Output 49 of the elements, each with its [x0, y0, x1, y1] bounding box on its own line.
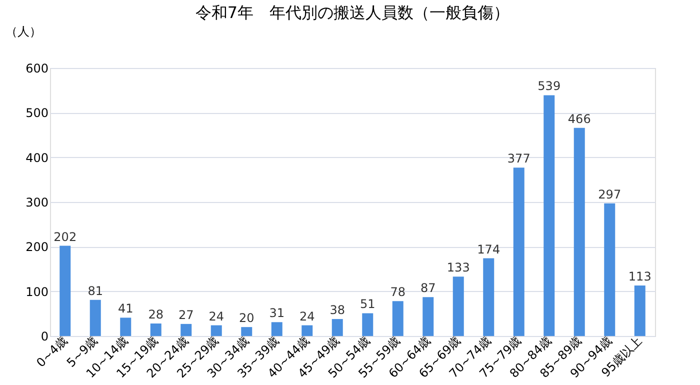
y-tick-label: 0	[40, 330, 48, 344]
data-label: 174	[477, 242, 500, 256]
bar	[271, 322, 282, 336]
bar	[241, 327, 252, 336]
bar	[574, 128, 585, 336]
data-label: 78	[390, 285, 406, 300]
bar	[180, 324, 192, 336]
data-label: 38	[330, 303, 346, 318]
y-tick-label: 400	[26, 150, 48, 165]
data-label: 113	[628, 270, 652, 284]
data-label: 41	[118, 302, 134, 316]
bar	[60, 246, 71, 336]
data-label: 539	[538, 79, 561, 94]
y-tick-label: 500	[26, 106, 48, 120]
bar	[150, 323, 162, 336]
data-label: 28	[148, 307, 164, 322]
y-tick-label: 200	[26, 240, 48, 254]
data-label: 24	[208, 309, 224, 324]
data-label: 27	[178, 308, 194, 322]
y-tick-label: 600	[26, 62, 48, 76]
bar	[90, 300, 101, 336]
data-label: 133	[446, 260, 470, 275]
bar	[302, 325, 313, 336]
bar	[452, 276, 464, 336]
y-axis-title: （人）	[6, 24, 42, 38]
bar	[332, 319, 343, 336]
bar	[362, 313, 374, 336]
data-label: 81	[88, 284, 104, 298]
data-label: 377	[507, 152, 530, 166]
data-label: 297	[598, 187, 622, 202]
data-label: 31	[269, 306, 285, 320]
bar	[483, 258, 494, 336]
bar	[634, 286, 646, 336]
data-label: 20	[238, 311, 254, 326]
data-label: 51	[360, 297, 376, 312]
data-label: 202	[54, 230, 77, 244]
bar	[120, 318, 132, 336]
chart-title: 令和7年 年代別の搬送人員数（一般負傷）	[195, 3, 510, 22]
data-label: 466	[568, 112, 591, 126]
bar	[604, 203, 616, 336]
bar	[513, 168, 524, 336]
bar	[544, 95, 555, 336]
y-tick-label: 300	[26, 196, 48, 210]
y-tick-label: 100	[26, 284, 48, 299]
bar	[422, 297, 434, 336]
bar	[210, 325, 222, 336]
data-label: 24	[299, 309, 315, 324]
bar	[392, 301, 404, 336]
data-label: 87	[420, 281, 436, 296]
